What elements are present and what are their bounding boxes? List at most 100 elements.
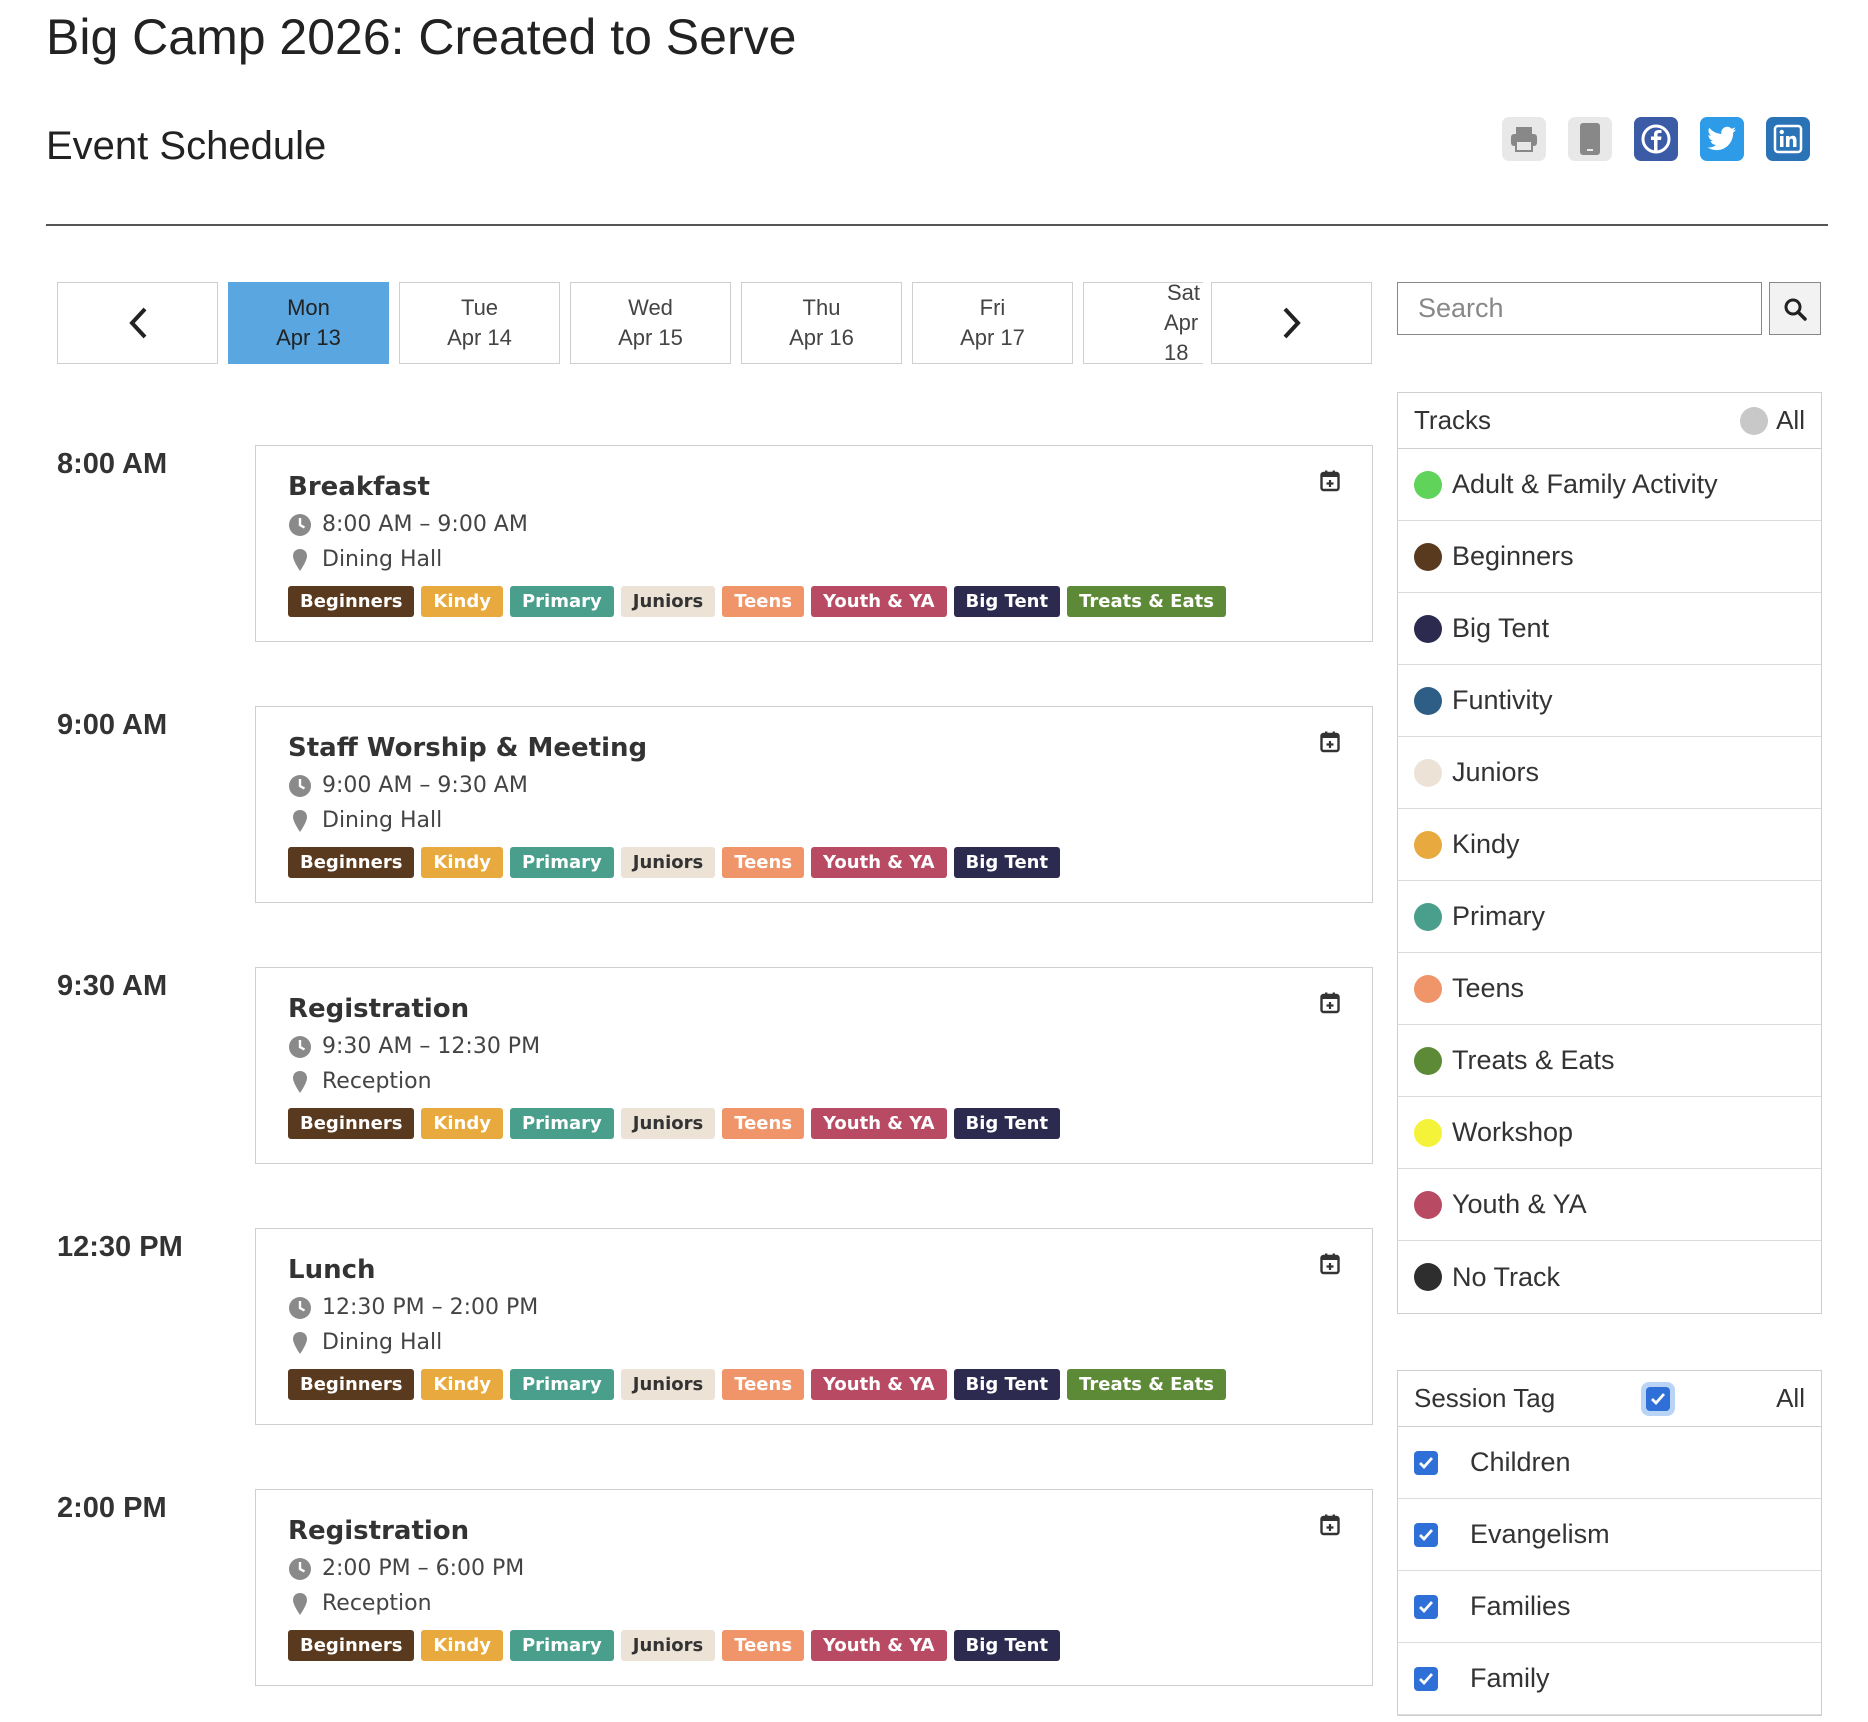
- session-tag-filter-item[interactable]: Families: [1398, 1571, 1821, 1643]
- add-to-calendar-icon[interactable]: [1320, 1253, 1340, 1280]
- track-badge[interactable]: Big Tent: [953, 847, 1061, 878]
- track-filter-item[interactable]: Big Tent: [1398, 593, 1821, 665]
- track-badge[interactable]: Primary: [509, 586, 614, 617]
- track-badge[interactable]: Kindy: [421, 1108, 503, 1139]
- track-badge[interactable]: Treats & Eats: [1067, 1369, 1226, 1400]
- track-badge[interactable]: Kindy: [421, 1369, 503, 1400]
- add-to-calendar-icon[interactable]: [1320, 992, 1340, 1019]
- day-tab-sat[interactable]: Sat Apr 18: [1083, 280, 1203, 365]
- track-badge[interactable]: Youth & YA: [811, 1108, 947, 1139]
- track-filter-item[interactable]: Primary: [1398, 881, 1821, 953]
- track-badge[interactable]: Beginners: [288, 586, 415, 617]
- track-filter-item[interactable]: Juniors: [1398, 737, 1821, 809]
- mobile-icon[interactable]: [1568, 117, 1612, 161]
- session-card[interactable]: Lunch 12:30 PM – 2:00 PM Dining Hall Beginn…: [255, 1228, 1373, 1425]
- day-tab-tue[interactable]: Tue Apr 14: [399, 282, 560, 364]
- track-badge[interactable]: Teens: [722, 1108, 805, 1139]
- session-title[interactable]: Lunch: [288, 1255, 376, 1285]
- track-badge[interactable]: Beginners: [288, 1108, 415, 1139]
- session-card[interactable]: Staff Worship & Meeting 9:00 AM – 9:30 AM…: [255, 706, 1373, 903]
- track-badge[interactable]: Teens: [722, 1630, 805, 1661]
- session-location-row: Dining Hall: [288, 547, 1340, 572]
- day-tab-date: Apr 15: [618, 325, 683, 350]
- track-badge[interactable]: Kindy: [421, 847, 503, 878]
- previous-week-button[interactable]: [57, 282, 218, 364]
- tracks-all-toggle[interactable]: All: [1740, 405, 1805, 436]
- track-badge[interactable]: Juniors: [620, 1369, 716, 1400]
- track-badge[interactable]: Youth & YA: [811, 586, 947, 617]
- search-button[interactable]: [1769, 282, 1821, 335]
- track-filter-label: Funtivity: [1452, 685, 1553, 715]
- session-tag-all-checkbox[interactable]: [1641, 1381, 1675, 1416]
- checkbox-checked-icon[interactable]: [1414, 1594, 1438, 1619]
- session-card[interactable]: Registration 2:00 PM – 6:00 PM Reception Be…: [255, 1489, 1373, 1686]
- track-badge[interactable]: Kindy: [421, 1630, 503, 1661]
- print-icon[interactable]: [1502, 117, 1546, 161]
- session-tag-filter-item[interactable]: Evangelism: [1398, 1499, 1821, 1571]
- track-filter-item[interactable]: No Track: [1398, 1241, 1821, 1313]
- session-card[interactable]: Breakfast 8:00 AM – 9:00 AM Dining Hall Beg…: [255, 445, 1373, 642]
- track-badge[interactable]: Juniors: [620, 847, 716, 878]
- track-badge[interactable]: Primary: [509, 847, 614, 878]
- day-tab-fri[interactable]: Fri Apr 17: [912, 282, 1073, 364]
- track-badge[interactable]: Big Tent: [953, 1108, 1061, 1139]
- track-filter-item[interactable]: Funtivity: [1398, 665, 1821, 737]
- day-tab-thu[interactable]: Thu Apr 16: [741, 282, 902, 364]
- track-badge[interactable]: Big Tent: [953, 1630, 1061, 1661]
- add-to-calendar-icon[interactable]: [1320, 731, 1340, 758]
- checkbox-checked-icon[interactable]: [1414, 1522, 1438, 1547]
- track-badge[interactable]: Primary: [509, 1108, 614, 1139]
- track-badge[interactable]: Beginners: [288, 1630, 415, 1661]
- track-badge[interactable]: Primary: [509, 1630, 614, 1661]
- session-title[interactable]: Registration: [288, 1516, 470, 1546]
- session-title[interactable]: Staff Worship & Meeting: [288, 733, 648, 763]
- clock-icon: [289, 513, 311, 536]
- search-input[interactable]: Search: [1397, 282, 1762, 335]
- track-badge[interactable]: Teens: [722, 1369, 805, 1400]
- session-tag-header-label: Session Tag: [1414, 1383, 1556, 1413]
- track-filter-item[interactable]: Teens: [1398, 953, 1821, 1025]
- day-tab-mon[interactable]: Mon Apr 13: [228, 282, 389, 364]
- track-badge[interactable]: Treats & Eats: [1067, 586, 1226, 617]
- track-badge[interactable]: Beginners: [288, 1369, 415, 1400]
- track-filter-item[interactable]: Treats & Eats: [1398, 1025, 1821, 1097]
- session-title[interactable]: Breakfast: [288, 472, 430, 502]
- tracks-header-label: Tracks: [1414, 405, 1492, 435]
- day-tab-wed[interactable]: Wed Apr 15: [570, 282, 731, 364]
- page-title: Big Camp 2026: Created to Serve: [46, 9, 797, 65]
- track-filter-item[interactable]: Workshop: [1398, 1097, 1821, 1169]
- day-tab-dow: Tue: [460, 295, 499, 320]
- track-badge[interactable]: Juniors: [620, 1108, 716, 1139]
- track-filter-item[interactable]: Kindy: [1398, 809, 1821, 881]
- track-badge[interactable]: Primary: [509, 1369, 614, 1400]
- add-to-calendar-icon[interactable]: [1320, 470, 1340, 497]
- search-icon: [1784, 298, 1807, 321]
- checkbox-checked-icon[interactable]: [1414, 1450, 1438, 1475]
- track-badge[interactable]: Big Tent: [953, 586, 1061, 617]
- track-badge[interactable]: Big Tent: [953, 1369, 1061, 1400]
- track-badge[interactable]: Juniors: [620, 586, 716, 617]
- next-week-button[interactable]: [1211, 282, 1372, 364]
- track-badge[interactable]: Youth & YA: [811, 1630, 947, 1661]
- track-filter-item[interactable]: Beginners: [1398, 521, 1821, 593]
- session-tag-filter-item[interactable]: Family: [1398, 1643, 1821, 1715]
- checkbox-checked-icon[interactable]: [1414, 1666, 1438, 1691]
- track-badge[interactable]: Teens: [722, 586, 805, 617]
- add-to-calendar-icon[interactable]: [1320, 1514, 1340, 1541]
- track-badge[interactable]: Youth & YA: [811, 1369, 947, 1400]
- session-title[interactable]: Registration: [288, 994, 470, 1024]
- session-tag-filter-item[interactable]: Children: [1398, 1427, 1821, 1499]
- track-badge[interactable]: Teens: [722, 847, 805, 878]
- facebook-icon[interactable]: [1634, 117, 1678, 161]
- track-filter-item[interactable]: Adult & Family Activity: [1398, 449, 1821, 521]
- track-badge[interactable]: Youth & YA: [811, 847, 947, 878]
- track-filter-item[interactable]: Youth & YA: [1398, 1169, 1821, 1241]
- linkedin-icon[interactable]: [1766, 117, 1810, 161]
- twitter-icon[interactable]: [1700, 117, 1744, 161]
- session-tag-label: Families: [1470, 1591, 1571, 1621]
- track-filter-label: Adult & Family Activity: [1452, 469, 1718, 499]
- session-card[interactable]: Registration 9:30 AM – 12:30 PM Reception B…: [255, 967, 1373, 1164]
- track-badge[interactable]: Juniors: [620, 1630, 716, 1661]
- track-badge[interactable]: Kindy: [421, 586, 503, 617]
- track-badge[interactable]: Beginners: [288, 847, 415, 878]
